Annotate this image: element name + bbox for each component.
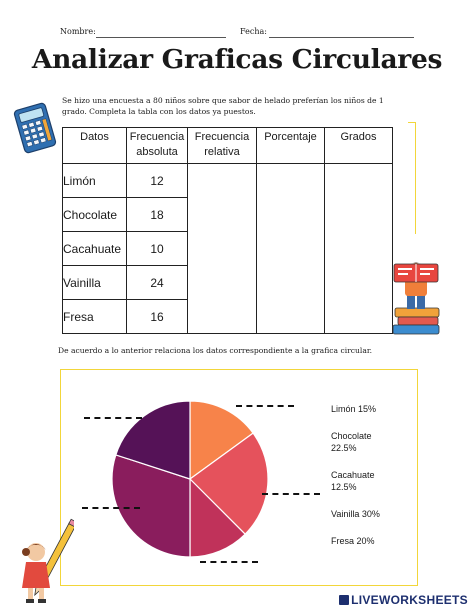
answer-line[interactable]	[200, 561, 258, 563]
table-header-row: Datos Frecuencia absoluta Frecuencia relat…	[62, 127, 393, 164]
chart-frame	[60, 369, 418, 586]
frequency-table: Datos Frecuencia absoluta Frecuencia relat…	[62, 127, 393, 334]
header-frecuencia-absoluta: Frecuencia absoluta	[126, 127, 188, 164]
category-cell: Chocolate	[62, 197, 127, 232]
pie-slice-cacahuate	[189, 477, 246, 558]
category-cell: Fresa	[62, 299, 127, 334]
table-row: Fresa 16	[62, 299, 393, 334]
instructions-line-1: Se hizo una encuesta a 80 niños sobre qu…	[62, 96, 384, 105]
legend-item-vainilla: Vainilla 30%	[331, 509, 380, 519]
pie-slice-chocolate	[189, 432, 269, 535]
answer-line[interactable]	[262, 493, 320, 495]
instructions: Se hizo una encuesta a 80 niños sobre qu…	[62, 95, 412, 117]
calculator-icon	[13, 102, 57, 154]
frequency-cell: 10	[126, 231, 188, 266]
category-cell: Limón	[62, 163, 127, 198]
liveworksheets-watermark: LIVEWORKSHEETS	[339, 593, 468, 607]
percentage-answer[interactable]	[256, 163, 325, 334]
table-row: Limón 12	[62, 163, 393, 334]
legend-item-limon: Limón 15%	[331, 404, 377, 414]
header-porcentaje: Porcentaje	[256, 127, 325, 164]
instructions-2: De acuerdo a lo anterior relaciona los d…	[58, 346, 373, 355]
legend-item-cacahuate: Cacahuate 12.5%	[331, 470, 375, 492]
legend-item-chocolate: Chocolate 22.5%	[331, 431, 372, 453]
answer-line[interactable]	[82, 507, 140, 509]
name-label: Nombre:	[60, 27, 96, 36]
header-grados: Grados	[324, 127, 393, 164]
category-cell: Cacahuate	[62, 231, 127, 266]
header-frecuencia-relativa: Frecuencia relativa	[187, 127, 257, 164]
instructions-line-2: grado. Completa la tabla con los datos y…	[62, 107, 256, 116]
relative-frequency-answer[interactable]	[187, 163, 257, 334]
pie-slice-limon	[189, 400, 254, 481]
frequency-cell: 12	[126, 163, 188, 198]
legend-item-fresa: Fresa 20%	[331, 536, 375, 546]
page-title: Analizar Graficas Circulares	[31, 44, 443, 75]
yellow-frame-line	[415, 122, 416, 234]
header-datos: Datos	[62, 127, 127, 164]
degrees-answer[interactable]	[324, 163, 393, 334]
table-row: Cacahuate 10	[62, 231, 393, 266]
frequency-cell: 24	[126, 265, 188, 300]
date-line[interactable]	[269, 37, 414, 38]
yellow-frame-line	[408, 122, 416, 123]
frequency-cell: 18	[126, 197, 188, 232]
pie-slice-fresa	[115, 400, 191, 480]
date-label: Fecha:	[240, 27, 267, 36]
pie-slice-vainilla	[111, 454, 191, 558]
name-line[interactable]	[96, 37, 226, 38]
child-reading-on-books-icon	[392, 262, 440, 335]
liveworksheets-logo-icon	[339, 595, 350, 605]
frequency-cell: 16	[126, 299, 188, 334]
category-cell: Vainilla	[62, 265, 127, 300]
pie-chart	[111, 400, 269, 558]
answer-line[interactable]	[236, 405, 294, 407]
girl-with-pencil-icon	[22, 518, 74, 603]
answer-line[interactable]	[84, 417, 142, 419]
